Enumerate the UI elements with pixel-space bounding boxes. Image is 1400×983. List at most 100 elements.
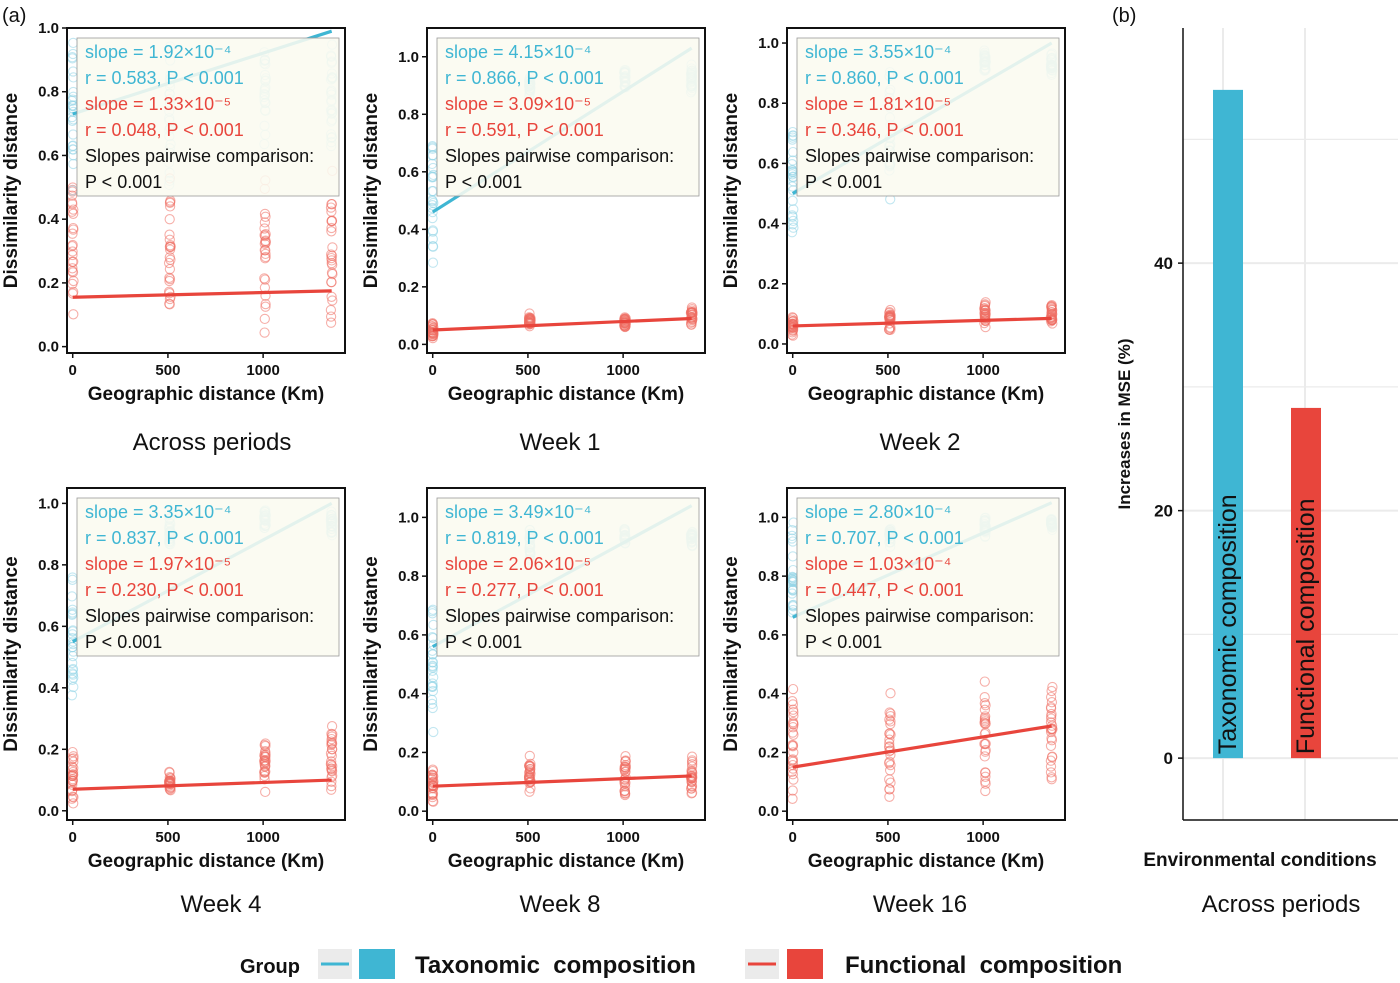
annotation-line-4: r = 0.447, P < 0.001 xyxy=(805,580,964,600)
functional-point xyxy=(164,766,175,778)
functional-regression-line xyxy=(72,289,332,299)
taxonomic-point xyxy=(427,657,439,668)
y-tick-label: 0.4 xyxy=(398,686,420,703)
y-axis-label: Dissimilarity distance xyxy=(1,556,22,751)
y-tick-label: 0.2 xyxy=(758,276,779,293)
functional-point xyxy=(259,223,270,234)
annotation-line-5: Slopes pairwise comparison: xyxy=(85,606,314,626)
x-axis-label: Geographic distance (Km) xyxy=(88,384,325,405)
x-tick-label: 500 xyxy=(155,362,180,379)
functional-point xyxy=(164,234,175,245)
annotation-line-2: r = 0.860, P < 0.001 xyxy=(805,68,964,88)
functional-point xyxy=(260,740,271,752)
functional-point xyxy=(260,766,271,777)
y-tick-label: 0.0 xyxy=(38,339,59,356)
functional-point xyxy=(1046,685,1057,697)
functional-point xyxy=(164,777,175,789)
functional-point xyxy=(326,255,337,266)
functional-point xyxy=(620,766,631,778)
taxonomic-point xyxy=(788,215,799,227)
annotation-line-6: P < 0.001 xyxy=(445,632,522,652)
annotation-line-5: Slopes pairwise comparison: xyxy=(805,146,1034,166)
functional-point xyxy=(979,714,991,725)
y-tick-label: 0.0 xyxy=(758,336,779,353)
annotation-line-2: r = 0.707, P < 0.001 xyxy=(805,528,964,548)
annotation-line-3: slope = 1.97×10⁻⁵ xyxy=(85,554,231,574)
y-tick-label: 0.8 xyxy=(758,568,779,585)
functional-point xyxy=(326,198,337,210)
plot-frame xyxy=(786,27,1066,354)
y-tick-label: 0.6 xyxy=(758,155,779,172)
functional-point xyxy=(979,718,991,730)
functional-point xyxy=(326,257,337,269)
functional-point xyxy=(260,298,271,310)
functional-point xyxy=(686,772,698,784)
functional-point xyxy=(327,743,338,755)
legend-swatch-functional xyxy=(787,949,823,979)
legend-label-functional: Functional composition xyxy=(845,952,1122,979)
taxonomic-point xyxy=(427,685,439,697)
x-tick-label: 0 xyxy=(429,362,437,379)
functional-point xyxy=(788,774,799,785)
functional-point xyxy=(68,275,79,287)
functional-point xyxy=(979,300,991,312)
x-axis-label: Geographic distance (Km) xyxy=(88,851,325,872)
annotation-line-6: P < 0.001 xyxy=(805,172,882,192)
y-tick-label: 0.6 xyxy=(38,618,59,635)
functional-point xyxy=(884,765,896,776)
x-tick-label: 500 xyxy=(155,829,180,846)
functional-point xyxy=(259,208,271,220)
functional-point xyxy=(260,755,271,766)
annotation-line-3: slope = 1.81×10⁻⁵ xyxy=(805,94,951,114)
scatter-panel-1: slope = 1.92×10⁻⁴ r = 0.583, P < 0.001 slo… xyxy=(1,20,346,456)
functional-point xyxy=(787,699,799,710)
annotation-box xyxy=(76,497,340,657)
taxonomic-point xyxy=(427,257,439,268)
y-tick-label: 0.8 xyxy=(38,84,59,101)
functional-point xyxy=(68,751,79,762)
annotation-line-5: Slopes pairwise comparison: xyxy=(445,146,674,166)
annotation-box xyxy=(436,37,700,197)
y-tick-label: 0.4 xyxy=(758,686,780,703)
annotation-box xyxy=(796,37,1060,197)
functional-point xyxy=(788,710,799,721)
panel-label-b: (b) xyxy=(1112,5,1136,27)
x-tick-label: 500 xyxy=(875,829,900,846)
functional-point xyxy=(1045,740,1057,752)
functional-point xyxy=(260,738,271,749)
y-tick-label: 0.8 xyxy=(398,106,419,123)
functional-point xyxy=(325,317,337,328)
plot-frame xyxy=(426,27,706,354)
x-tick-label: 1000 xyxy=(966,362,999,379)
functional-point xyxy=(619,314,631,325)
y-tick-label: 0.8 xyxy=(758,95,779,112)
functional-point xyxy=(979,704,991,715)
x-tick-label: 0 xyxy=(69,362,77,379)
functional-point xyxy=(1045,767,1057,778)
functional-point xyxy=(787,312,799,324)
y-tick-label: 0.0 xyxy=(398,803,419,820)
functional-point xyxy=(980,778,991,789)
annotation-line-1: slope = 3.55×10⁻⁴ xyxy=(805,42,951,62)
functional-point xyxy=(619,786,630,797)
scatter-panel-4: slope = 3.35×10⁻⁴ r = 0.837, P < 0.001 slo… xyxy=(1,487,346,918)
functional-point xyxy=(980,700,991,711)
annotation-line-3: slope = 3.09×10⁻⁵ xyxy=(445,94,591,114)
functional-point xyxy=(326,721,338,732)
functional-point xyxy=(259,751,271,762)
panel-title: Week 8 xyxy=(520,891,601,918)
panel-title: Week 2 xyxy=(880,429,961,456)
functional-point xyxy=(980,304,991,316)
functional-point xyxy=(687,755,698,766)
functional-point xyxy=(259,253,271,264)
y-tick-label: 0.6 xyxy=(398,164,419,181)
taxonomic-point xyxy=(428,672,439,683)
functional-point xyxy=(164,263,176,275)
functional-point xyxy=(259,767,270,778)
functional-point xyxy=(620,755,631,766)
taxonomic-point xyxy=(427,225,439,236)
x-tick-label: 500 xyxy=(515,829,540,846)
functional-point xyxy=(164,273,176,285)
y-tick-label: 0.6 xyxy=(398,627,419,644)
functional-point xyxy=(885,716,896,727)
